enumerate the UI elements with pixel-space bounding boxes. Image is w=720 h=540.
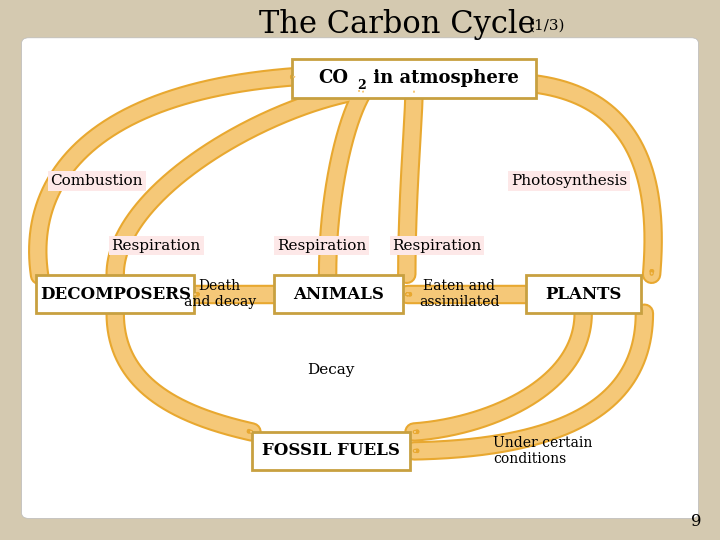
Text: Respiration: Respiration [392,239,482,253]
FancyBboxPatch shape [22,38,698,518]
Text: Combustion: Combustion [50,174,143,188]
Text: in atmosphere: in atmosphere [367,69,519,87]
Text: The Carbon Cycle: The Carbon Cycle [259,9,536,40]
FancyBboxPatch shape [526,275,641,313]
Text: FOSSIL FUELS: FOSSIL FUELS [262,442,400,460]
Text: Respiration: Respiration [277,239,366,253]
Text: 2: 2 [357,79,366,92]
Text: PLANTS: PLANTS [545,286,621,303]
FancyBboxPatch shape [274,275,403,313]
Text: Photosynthesis: Photosynthesis [511,174,627,188]
FancyBboxPatch shape [36,275,194,313]
Text: Eaten and
assimilated: Eaten and assimilated [419,279,500,309]
Text: (1/3): (1/3) [529,19,566,33]
FancyBboxPatch shape [252,432,410,470]
Text: DECOMPOSERS: DECOMPOSERS [40,286,191,303]
Text: CO: CO [318,69,348,87]
Text: ANIMALS: ANIMALS [293,286,384,303]
Text: Death
and decay: Death and decay [184,279,256,309]
Text: Under certain
conditions: Under certain conditions [493,436,593,466]
Text: Respiration: Respiration [112,239,201,253]
Text: Decay: Decay [307,363,355,377]
Text: 9: 9 [691,514,702,530]
FancyBboxPatch shape [292,59,536,98]
